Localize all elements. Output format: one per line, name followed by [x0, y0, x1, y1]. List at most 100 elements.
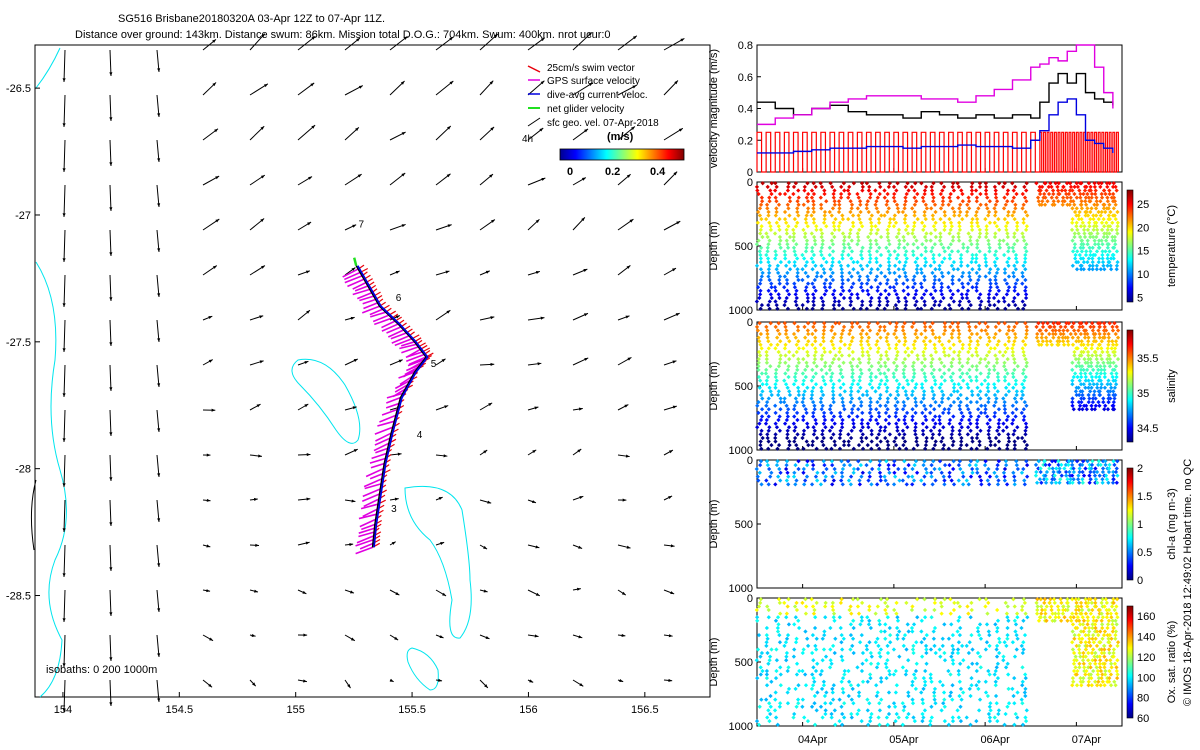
profile-sample — [1086, 400, 1091, 405]
profile-sample — [1075, 184, 1081, 189]
profile-sample — [800, 400, 805, 405]
profile-sample — [1092, 242, 1098, 247]
profile-sample — [759, 274, 764, 279]
profile-sample — [951, 459, 956, 464]
profile-sample — [851, 306, 856, 311]
profile-sample — [758, 252, 763, 258]
profile-sample — [801, 647, 806, 652]
profile-sample — [1023, 335, 1029, 340]
geo-vector-head — [398, 359, 403, 363]
profile-sample — [756, 209, 761, 215]
profile-sample — [812, 238, 818, 243]
geo-vector-shaft — [109, 274, 112, 302]
profile-sample — [866, 188, 872, 193]
profile-sample — [846, 439, 851, 444]
profile-sample — [850, 367, 855, 372]
profile-sample — [1078, 382, 1084, 387]
profile-sample — [1024, 443, 1030, 448]
profile-sample — [841, 403, 846, 408]
profile-sample — [911, 321, 916, 326]
profile-sample — [965, 288, 971, 293]
profile-sample — [791, 382, 797, 387]
geo-vector-head — [395, 270, 400, 274]
profile-sample — [922, 234, 928, 240]
profile-sample — [985, 414, 990, 419]
profile-sample — [1077, 188, 1082, 193]
profile-sample — [764, 672, 770, 677]
profile-sample — [995, 389, 1000, 394]
profile-sample — [865, 697, 870, 702]
panel-y-tick-label: 1000 — [729, 445, 753, 457]
profile-sample — [996, 439, 1002, 444]
profile-sample — [967, 324, 972, 329]
profile-sample — [849, 292, 854, 297]
profile-sample — [965, 425, 971, 430]
profile-sample — [763, 371, 769, 376]
profile-sample — [950, 428, 955, 433]
profile-sample — [1088, 477, 1093, 482]
profile-sample — [758, 227, 763, 232]
profile-sample — [795, 199, 800, 204]
profile-sample — [757, 385, 762, 390]
profile-sample — [902, 245, 907, 250]
geo-vector-head — [632, 35, 637, 40]
profile-sample — [1102, 188, 1107, 193]
profile-sample — [857, 216, 862, 222]
profile-sample — [841, 439, 847, 444]
profile-sample — [758, 306, 763, 311]
profile-sample — [1051, 191, 1056, 197]
profile-sample — [1113, 331, 1118, 337]
profile-sample — [877, 722, 882, 727]
profile-sample — [923, 374, 928, 380]
profile-sample — [929, 184, 934, 189]
profile-sample — [884, 295, 889, 301]
panel-y-tick-label: 0 — [747, 593, 753, 605]
profile-sample — [772, 285, 778, 290]
profile-sample — [959, 439, 964, 444]
geo-vector-head — [535, 545, 540, 549]
profile-sample — [988, 277, 993, 283]
profile-sample — [967, 274, 972, 279]
profile-sample — [1034, 469, 1039, 475]
profile-sample — [869, 654, 874, 659]
profile-sample — [856, 690, 862, 695]
profile-sample — [775, 306, 780, 311]
profile-sample — [757, 339, 762, 344]
profile-sample — [846, 668, 851, 674]
panel-y-axis-label: velocity magnitude (m/s) — [708, 49, 720, 168]
profile-sample — [765, 256, 771, 261]
profile-sample — [827, 245, 832, 250]
glider-track-layer — [352, 257, 429, 548]
profile-sample — [867, 607, 872, 613]
profile-sample — [776, 389, 781, 394]
profile-sample — [815, 661, 820, 666]
geo-vector-head — [253, 497, 258, 502]
geo-vector-head — [261, 33, 265, 38]
profile-sample — [775, 335, 780, 340]
profile-sample — [809, 392, 815, 398]
map-y-ticks: -26.5-27-27.5-28-28.5 — [6, 83, 40, 603]
profile-sample — [765, 245, 770, 250]
profile-sample — [1024, 242, 1029, 247]
profile-sample — [1066, 321, 1071, 326]
profile-sample — [859, 400, 864, 405]
profile-sample — [811, 252, 817, 258]
profile-sample — [894, 335, 899, 340]
dive-cast-indicator — [756, 131, 1119, 173]
profile-sample — [955, 324, 960, 329]
time-tick-label: 04Apr — [798, 734, 828, 746]
profile-sample — [1079, 400, 1084, 405]
profile-sample — [911, 342, 916, 347]
profile-sample — [938, 231, 943, 236]
profile-sample — [977, 249, 982, 254]
profile-sample — [1014, 392, 1019, 398]
profile-sample — [784, 462, 789, 468]
profile-sample — [820, 306, 825, 311]
gps-surface-velocity-vector — [401, 346, 419, 354]
profile-sample — [1084, 249, 1089, 254]
profile-sample — [1010, 245, 1015, 250]
profile-sample — [984, 470, 989, 475]
profile-sample — [814, 435, 820, 441]
profile-sample — [976, 277, 981, 283]
profile-sample — [986, 382, 991, 387]
